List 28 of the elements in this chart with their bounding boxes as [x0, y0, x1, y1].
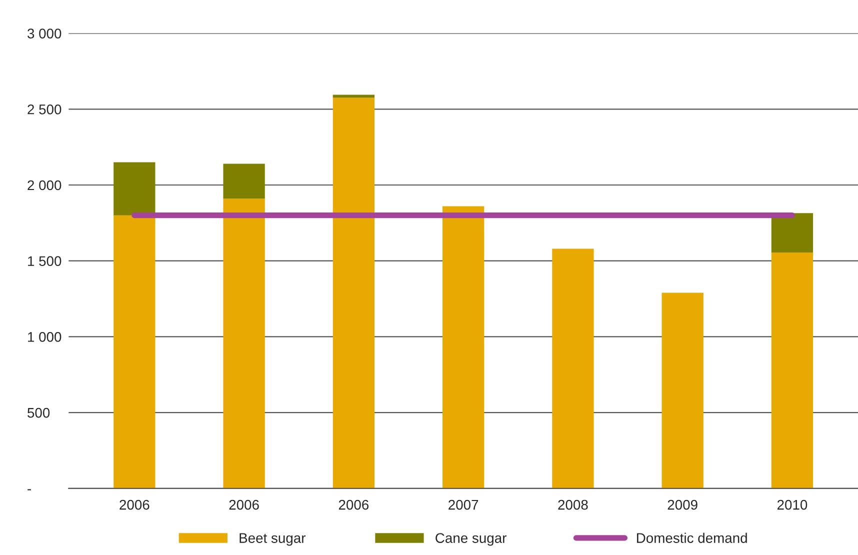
y-tick-label: -	[28, 489, 31, 490]
bar	[442, 206, 484, 488]
legend-label: Beet sugar	[240, 533, 306, 546]
bar	[662, 292, 704, 488]
bar	[223, 198, 265, 488]
y-tick-label: 1 500	[28, 256, 62, 266]
y-tick-label: 1 000	[28, 332, 62, 342]
legend-label: Domestic demand	[637, 532, 747, 543]
y-tick-label: 2 500	[28, 104, 62, 114]
x-tick-label: 2006	[338, 500, 369, 510]
bar	[223, 164, 265, 199]
x-tick-label: 2006	[120, 500, 150, 510]
bar	[114, 162, 156, 216]
x-tick-label: 2008	[558, 500, 588, 510]
x-tick-label: 2010	[777, 500, 808, 510]
bar	[552, 248, 594, 488]
bar	[771, 252, 814, 488]
bar	[771, 213, 814, 253]
legend-label: Cane sugar	[436, 533, 506, 546]
bar	[114, 215, 156, 488]
y-tick-label: 2 000	[28, 180, 62, 190]
bar	[332, 94, 375, 98]
x-tick-label: 2009	[668, 500, 698, 510]
y-tick-label: 3 000	[28, 28, 62, 38]
y-tick-label: 500	[28, 408, 50, 418]
bar	[332, 98, 375, 488]
x-tick-label: 2006	[229, 500, 259, 510]
x-tick-label: 2007	[448, 500, 478, 510]
